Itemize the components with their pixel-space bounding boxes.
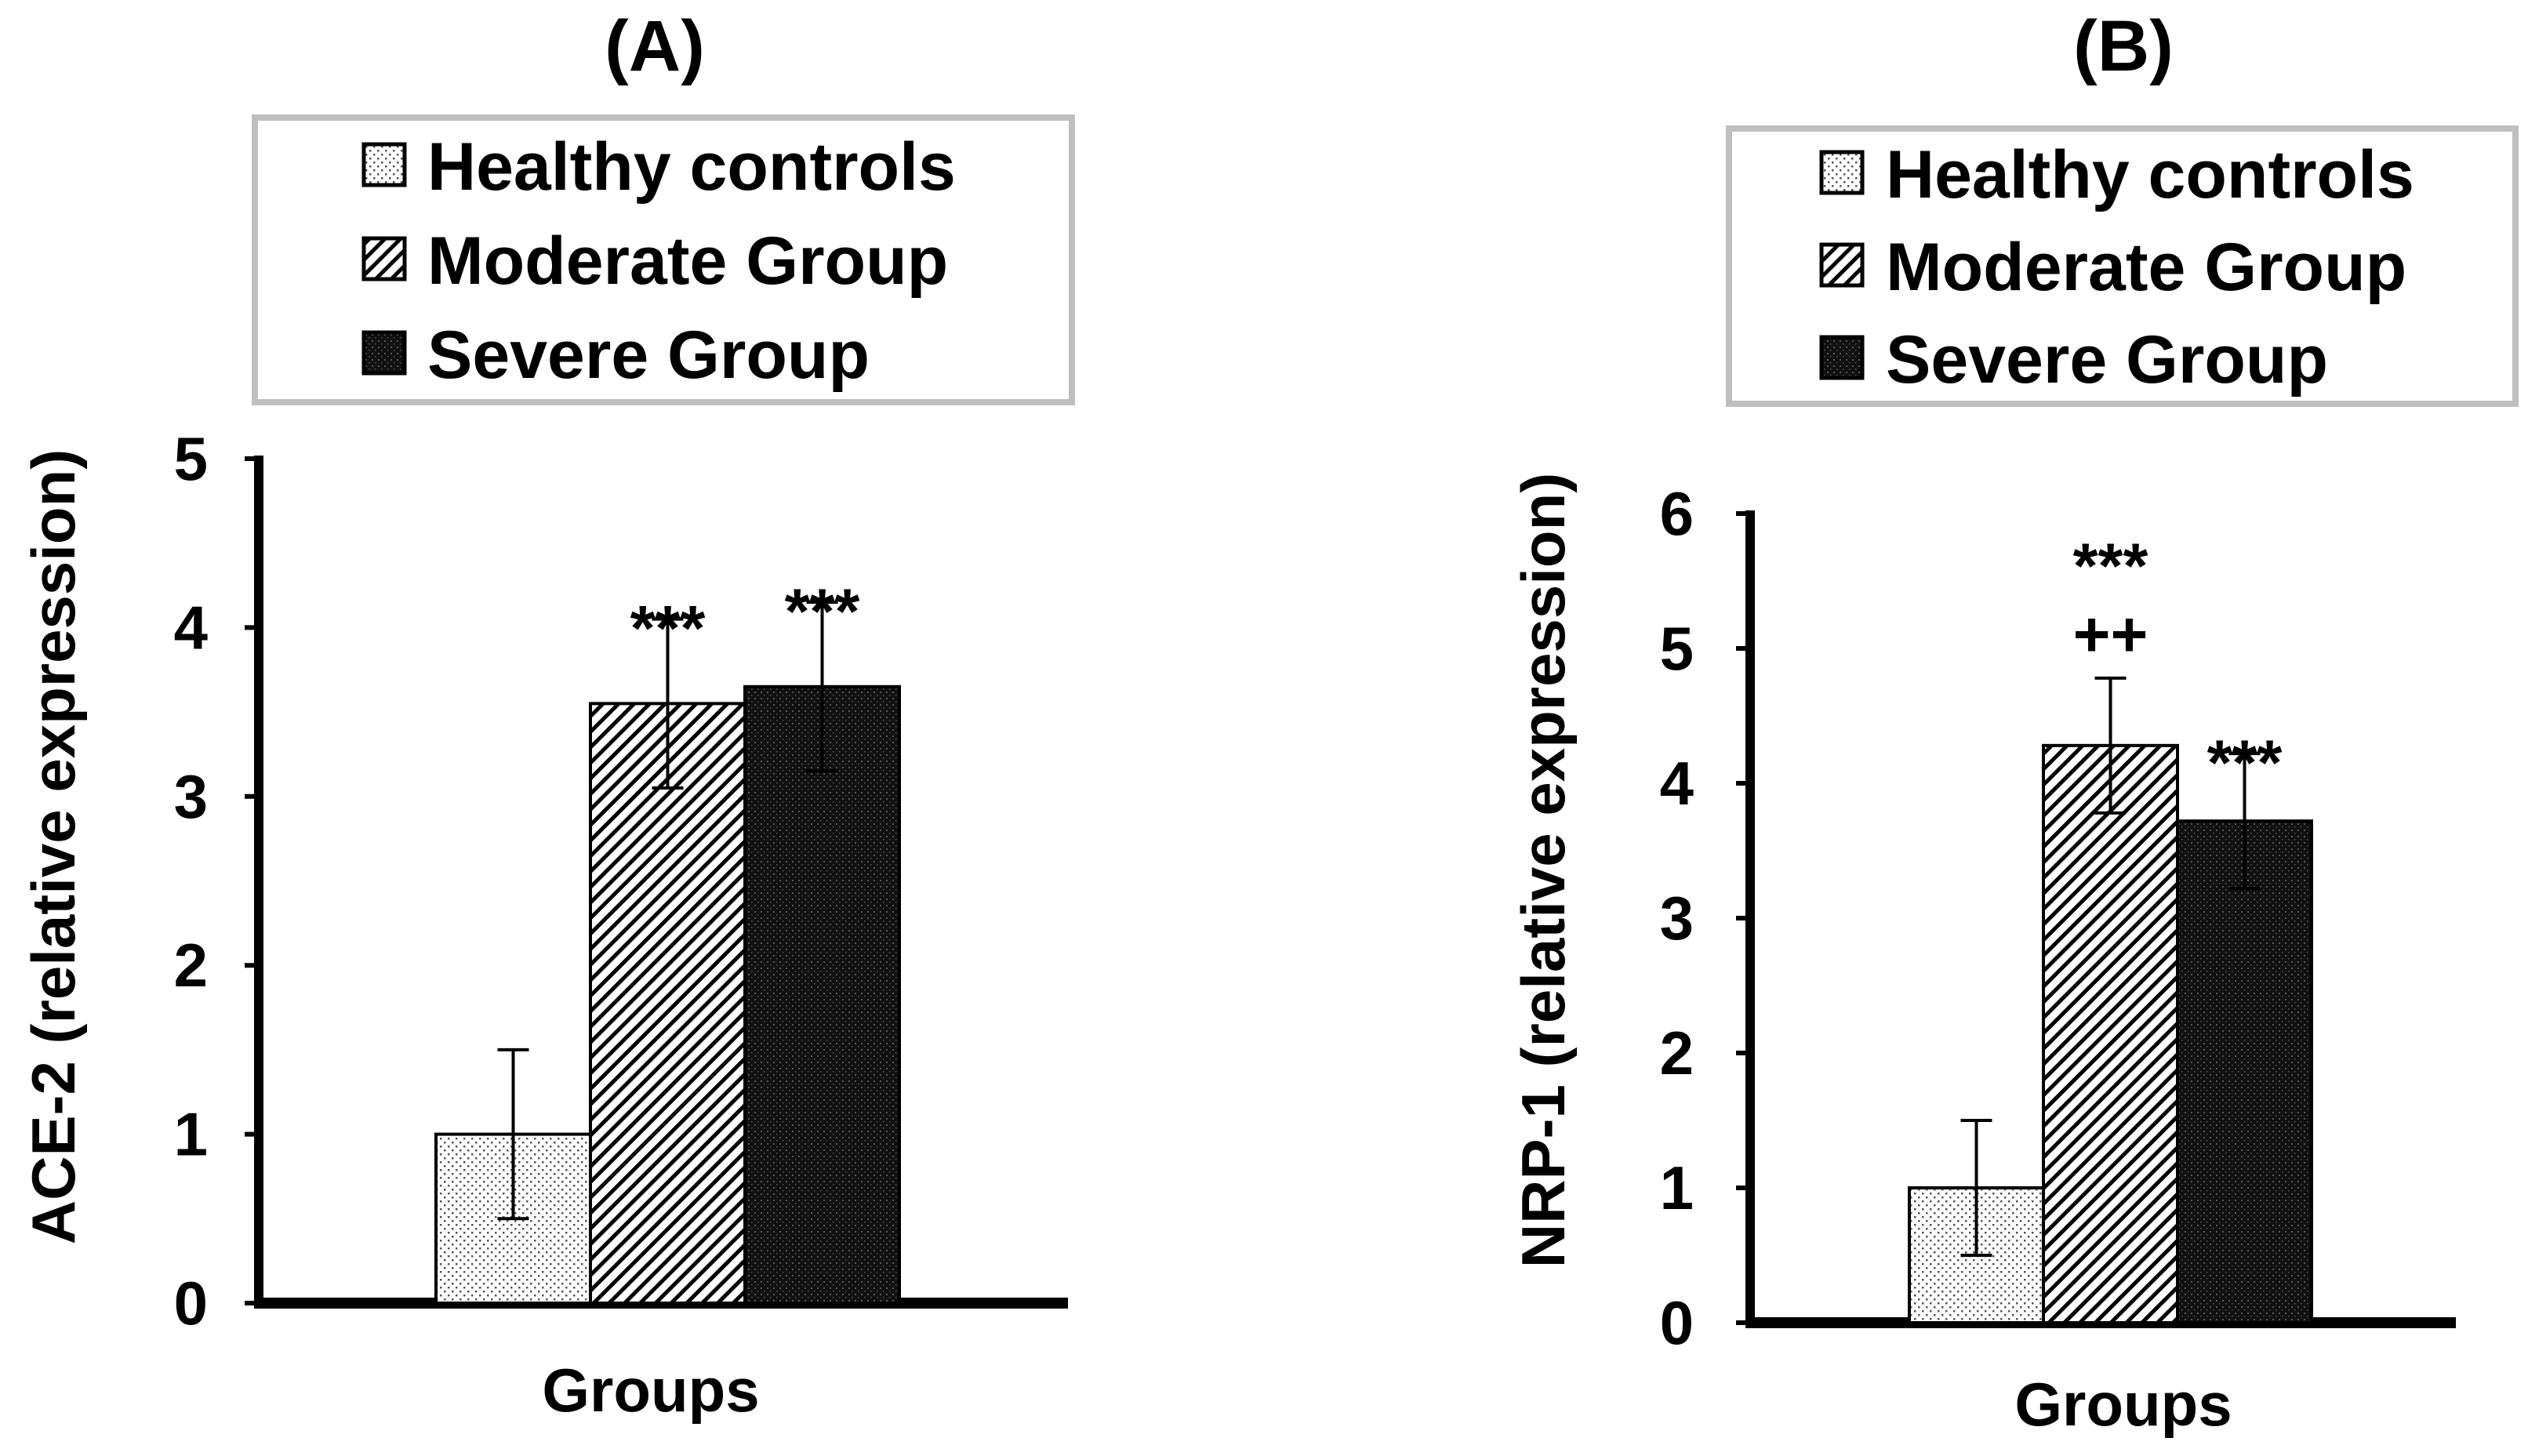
panel-a-significance-severe: *** [785,576,860,648]
panel-a-y-tick-label: 0 [174,1269,208,1338]
panel-a: (A) Healthy controls Moderate Group Seve… [19,6,1075,1425]
panel-b-significance-severe: *** [2207,728,2283,799]
panel-b-legend-swatch-healthy [1819,150,1865,195]
panel-b: (B) Healthy controls Moderate Group Seve… [1509,6,2519,1439]
panel-a-bar-moderate [589,702,746,1305]
panel-a-bar-severe [743,684,901,1305]
panel-b-y-tick-label: 1 [1660,1153,1694,1222]
panel-b-y-tick-label: 0 [1660,1288,1694,1357]
panel-a-y-tick-label: 4 [174,593,208,662]
panel-b-bar-moderate [2042,743,2179,1324]
panel-b-x-axis-label: Groups [2014,1370,2232,1439]
panel-b-title: (B) [2073,6,2174,86]
panel-b-y-tick-label: 4 [1660,749,1694,818]
panel-a-significance-moderate: *** [630,594,706,665]
panel-a-legend: Healthy controls Moderate Group Severe G… [252,114,1075,405]
panel-a-x-axis-label: Groups [542,1356,759,1425]
panel-b-y-tick-label: 3 [1660,884,1694,953]
panel-a-legend-swatch-moderate [361,236,407,281]
panel-b-legend: Healthy controls Moderate Group Severe G… [1726,125,2519,407]
panel-a-legend-label-severe: Severe Group [427,318,870,393]
panel-b-legend-label-severe: Severe Group [1886,322,2328,398]
panel-a-legend-swatch-healthy [361,142,407,187]
panel-a-y-axis-label: ACE-2 (relative expression) [19,449,88,1244]
panel-b-legend-swatch-severe [1819,335,1865,380]
panel-a-y-tick-label: 1 [174,1100,208,1169]
panel-b-y-axis-label: NRP-1 (relative expression) [1509,473,1578,1268]
panel-a-plot: 0 1 2 3 4 5 *** *** [174,424,1068,1338]
panel-b-legend-label-moderate: Moderate Group [1886,230,2406,305]
panel-b-bar-severe [2176,819,2313,1325]
panel-a-legend-label-moderate: Moderate Group [427,223,948,299]
panel-b-significance-moderate: *** [2073,531,2148,602]
panel-a-y-tick-label: 2 [174,931,208,1000]
panel-b-legend-swatch-moderate [1819,242,1865,288]
panel-b-y-tick-label: 6 [1660,479,1694,548]
panel-b-legend-label-healthy: Healthy controls [1886,137,2414,212]
panel-a-title: (A) [605,6,705,86]
panel-b-y-tick-label: 5 [1660,614,1694,683]
panel-a-y-tick-label: 5 [174,424,208,493]
panel-b-significance-secondary-moderate: ++ [2073,599,2148,670]
panel-a-y-tick-label: 3 [174,762,208,831]
panel-a-legend-swatch-severe [361,330,407,376]
panel-a-legend-label-healthy: Healthy controls [427,129,956,205]
panel-b-y-tick-label: 2 [1660,1018,1694,1087]
